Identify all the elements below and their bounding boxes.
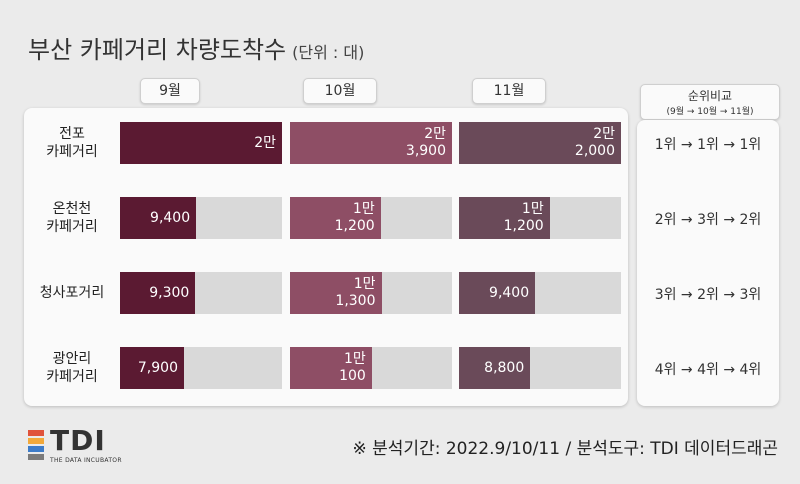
bar: 1만 1,200	[459, 197, 550, 239]
data-label: 1만 1,200	[503, 201, 544, 234]
rank-comparison: 1위 → 1위 → 1위	[654, 137, 762, 153]
logo-stripe	[28, 438, 44, 444]
rank-header: 순위비교 (9월 → 10월 → 11월)	[640, 84, 780, 120]
bar-track: 1만 1,200	[290, 197, 452, 239]
rank-header-title: 순위비교	[687, 89, 733, 103]
bar: 1만 1,300	[290, 272, 382, 314]
footnote: ※ 분석기간: 2022.9/10/11 / 분석도구: TDI 데이터드래곤	[352, 439, 779, 459]
logo-subtitle: THE DATA INCUBATOR	[50, 457, 122, 464]
month-tab-1: 9월	[140, 78, 200, 104]
bar-track: 2만	[120, 122, 282, 164]
bar-track: 2만 3,900	[290, 122, 452, 164]
logo-stripe	[28, 446, 44, 452]
bar-track: 1만 100	[290, 347, 452, 389]
data-label: 2만 3,900	[405, 126, 446, 159]
month-tab-3: 11월	[472, 78, 546, 104]
bar-track: 9,400	[120, 197, 282, 239]
rank-panel	[637, 120, 779, 406]
bar: 9,400	[120, 197, 197, 239]
data-label: 9,300	[149, 284, 190, 301]
data-label: 2만 2,000	[574, 126, 615, 159]
rank-comparison: 2위 → 3위 → 2위	[654, 212, 762, 228]
data-label: 9,400	[489, 284, 530, 301]
bar-track: 8,800	[459, 347, 621, 389]
logo-stripe	[28, 430, 44, 436]
bar: 9,400	[459, 272, 536, 314]
data-label: 1만 100	[339, 351, 366, 384]
bar: 7,900	[120, 347, 184, 389]
bar-track: 7,900	[120, 347, 282, 389]
logo-mark	[28, 430, 44, 462]
data-label: 7,900	[137, 359, 178, 376]
bar: 8,800	[459, 347, 531, 389]
logo-text: TDI	[50, 424, 106, 457]
bar-track: 1만 1,300	[290, 272, 452, 314]
bar: 1만 100	[290, 347, 372, 389]
bar-track: 2만 2,000	[459, 122, 621, 164]
category-label: 전포 카페거리	[46, 126, 98, 160]
month-tab-2: 10월	[303, 78, 377, 104]
rank-header-subtitle: (9월 → 10월 → 11월)	[666, 107, 754, 117]
bar: 2만 3,900	[290, 122, 452, 164]
data-label: 1만 1,300	[335, 276, 376, 309]
bar: 1만 1,200	[290, 197, 381, 239]
bar: 9,300	[120, 272, 196, 314]
category-label: 온천천 카페거리	[46, 201, 98, 235]
chart-title: 부산 카페거리 차량도착수 (단위 : 대)	[28, 30, 364, 65]
unit-note: (단위 : 대)	[292, 43, 365, 62]
tdi-logo: TDI THE DATA INCUBATOR	[28, 424, 128, 476]
data-label: 1만 1,200	[334, 201, 375, 234]
bar-track: 9,300	[120, 272, 282, 314]
rank-comparison: 4위 → 4위 → 4위	[654, 362, 762, 378]
bar-track: 9,400	[459, 272, 621, 314]
bar: 2만	[120, 122, 282, 164]
logo-stripe	[28, 454, 44, 460]
category-label: 청사포거리	[39, 285, 105, 301]
category-label: 광안리 카페거리	[46, 351, 98, 385]
data-label: 2만	[254, 134, 276, 151]
bar-track: 1만 1,200	[459, 197, 621, 239]
rank-comparison: 3위 → 2위 → 3위	[654, 287, 762, 303]
bar: 2만 2,000	[459, 122, 621, 164]
data-label: 8,800	[484, 359, 525, 376]
title-text: 부산 카페거리 차량도착수	[28, 36, 287, 64]
data-label: 9,400	[150, 209, 191, 226]
